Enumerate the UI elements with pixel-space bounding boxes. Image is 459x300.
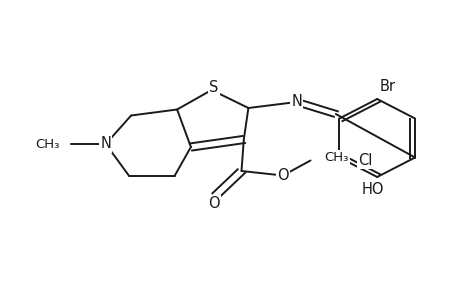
Text: O: O [207,196,219,211]
Text: Cl: Cl [357,153,371,168]
Text: Br: Br [379,80,395,94]
Text: CH₃: CH₃ [35,137,60,151]
Text: S: S [209,80,218,94]
Text: O: O [276,168,288,183]
Text: N: N [291,94,302,110]
Text: HO: HO [361,182,383,196]
Text: N: N [100,136,111,152]
Text: CH₃: CH₃ [324,151,348,164]
